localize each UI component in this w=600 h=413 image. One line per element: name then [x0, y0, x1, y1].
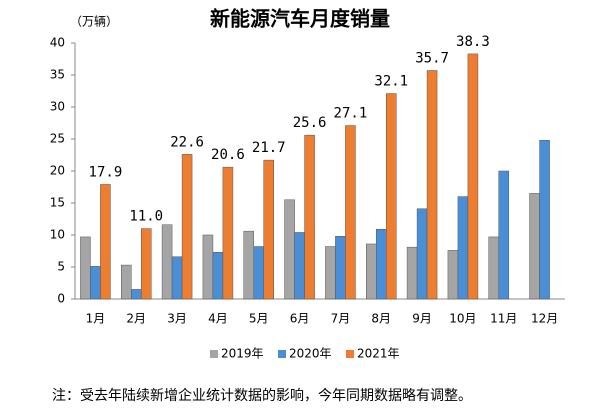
y-tick-label: 10: [50, 228, 65, 242]
x-tick-label: 12月: [531, 312, 558, 326]
x-tick-label: 10月: [449, 312, 476, 326]
bar: [447, 250, 459, 300]
chart-title: 新能源汽车月度销量: [210, 7, 390, 31]
bar: [335, 236, 346, 300]
value-label: 27.1: [334, 106, 368, 122]
bar: [284, 199, 295, 300]
legend-label: 2019年: [221, 347, 264, 361]
x-tick-label: 2月: [126, 312, 146, 326]
bar: [202, 234, 214, 300]
bar: [80, 236, 91, 300]
bar: [253, 246, 264, 300]
bar: [141, 228, 152, 300]
x-tick-label: 8月: [371, 312, 391, 326]
bar: [345, 125, 356, 300]
bar: [539, 140, 550, 300]
bar: [366, 243, 377, 300]
bar: [294, 232, 305, 300]
x-tick-label: 7月: [331, 312, 351, 326]
y-tick-label: 40: [50, 36, 65, 50]
bar: [426, 70, 438, 300]
bar: [90, 266, 101, 300]
value-label: 21.7: [252, 140, 286, 156]
legend-swatch: [278, 350, 286, 358]
bar: [131, 289, 142, 300]
legend-label: 2020年: [289, 347, 332, 361]
legend-swatch: [210, 350, 218, 358]
y-tick-label: 20: [50, 164, 65, 178]
bar: [181, 154, 193, 300]
bar: [304, 134, 315, 300]
value-label: 11.0: [129, 209, 163, 225]
bar: [416, 208, 428, 300]
y-axis-label: （万辆）: [70, 15, 118, 29]
bar: [498, 170, 509, 300]
bar: [100, 184, 111, 300]
value-label: 17.9: [89, 164, 123, 180]
value-label: 35.7: [415, 51, 449, 67]
y-tick-label: 30: [50, 100, 65, 114]
x-tick-label: 3月: [167, 312, 187, 326]
bar: [406, 246, 418, 300]
x-tick-label: 6月: [290, 312, 310, 326]
x-tick-label: 11月: [490, 312, 517, 326]
y-tick-label: 0: [57, 292, 65, 306]
y-tick-label: 5: [57, 260, 65, 274]
bar: [386, 93, 397, 300]
legend-swatch: [346, 350, 354, 358]
bar: [161, 224, 173, 300]
bar: [212, 252, 224, 300]
bar: [325, 246, 336, 300]
value-label: 25.6: [293, 115, 327, 131]
x-tick-label: 1月: [86, 312, 106, 326]
x-tick-label: 5月: [249, 312, 269, 326]
bar: [243, 230, 254, 300]
bar: [121, 264, 132, 300]
bar: [488, 236, 499, 300]
bar: [529, 193, 540, 300]
bar: [222, 166, 234, 300]
x-tick-label: 4月: [208, 312, 228, 326]
value-label: 32.1: [374, 74, 408, 90]
x-tick-label: 9月: [412, 312, 432, 326]
bar: [467, 53, 479, 300]
value-label: 38.3: [456, 34, 490, 50]
bar: [376, 228, 387, 300]
bar: [171, 256, 183, 300]
note: 注：受去年陆续新增企业统计数据的影响，今年同期数据略有调整。: [52, 387, 472, 404]
y-tick-label: 35: [50, 68, 65, 82]
value-label: 20.6: [211, 147, 245, 163]
bar: [263, 159, 274, 300]
y-tick-label: 15: [50, 196, 65, 210]
y-tick-label: 25: [50, 132, 65, 146]
value-label: 22.6: [170, 134, 204, 150]
bar: [457, 196, 469, 300]
legend-label: 2021年: [357, 347, 400, 361]
